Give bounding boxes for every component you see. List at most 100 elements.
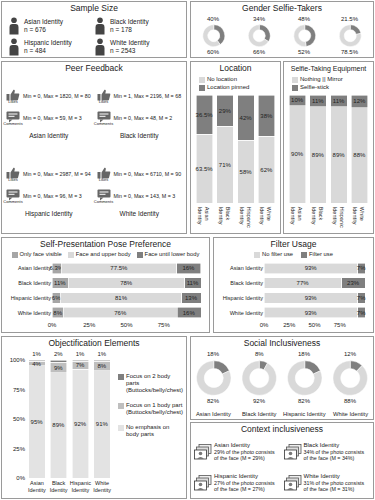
svg-text:23%: 23% [347,280,360,286]
svg-text:11%: 11% [54,280,66,286]
svg-text:10%: 10% [291,97,304,103]
svg-text:8%: 8% [97,363,106,369]
svg-text:BlackIdentity: BlackIdentity [311,207,324,225]
svg-text:89%: 89% [52,422,65,428]
svg-text:21.5%: 21.5% [341,16,359,22]
svg-text:HispanicIdentity: HispanicIdentity [70,480,91,493]
svg-text:25%: 25% [83,322,96,328]
svg-text:0%: 0% [16,475,25,481]
svg-text:1%: 1% [32,351,41,357]
svg-text:78.5%: 78.5% [341,49,359,55]
svg-text:25%: 25% [13,446,26,452]
svg-text:BlackIdentity: BlackIdentity [218,207,231,225]
svg-text:60%: 60% [207,49,220,55]
svg-text:BlackIdentity: BlackIdentity [50,480,68,493]
svg-text:HispanicIdentity: HispanicIdentity [239,207,252,228]
svg-text:2%: 2% [54,351,63,357]
svg-text:Asian Identity: Asian Identity [230,265,263,271]
svg-text:34%: 34% [253,16,266,22]
svg-text:18%: 18% [298,351,311,357]
svg-text:92%: 92% [74,421,87,427]
svg-text:91%: 91% [96,421,109,427]
svg-text:82%: 82% [298,398,311,404]
svg-text:75%: 75% [158,322,171,328]
svg-text:89%: 89% [312,152,325,158]
svg-text:HispanicIdentity: HispanicIdentity [332,207,345,228]
svg-text:48%: 48% [298,16,311,22]
svg-text:White Identity: White Identity [18,310,52,316]
svg-text:0%: 0% [260,322,269,328]
svg-text:93%: 93% [305,310,318,316]
svg-text:50%: 50% [120,322,133,328]
svg-text:50%: 50% [13,416,26,422]
svg-text:Black Identity: Black Identity [18,280,51,286]
svg-text:9%: 9% [54,365,63,371]
svg-text:4%: 4% [32,361,41,367]
svg-text:7%: 7% [76,362,85,368]
svg-text:66%: 66% [253,49,266,55]
svg-text:1%: 1% [97,351,106,357]
svg-text:AsianIdentity: AsianIdentity [197,207,210,225]
svg-text:50%: 50% [308,322,321,328]
svg-text:42%: 42% [240,115,253,121]
svg-text:71%: 71% [219,162,232,168]
svg-text:25%: 25% [283,322,296,328]
svg-text:12%: 12% [353,98,366,104]
svg-text:AsianIdentity: AsianIdentity [28,480,46,493]
svg-text:92%: 92% [253,398,266,404]
svg-text:Black Identity: Black Identity [242,411,277,417]
svg-text:100%: 100% [10,357,26,363]
svg-text:58%: 58% [240,169,253,175]
svg-text:78%: 78% [120,280,133,286]
svg-text:88%: 88% [353,152,366,158]
svg-text:7%: 7% [357,265,366,271]
svg-text:6%: 6% [52,295,61,301]
svg-text:62%: 62% [260,167,273,173]
svg-text:16%: 16% [183,310,196,316]
svg-text:11%: 11% [187,280,199,286]
svg-text:93%: 93% [305,295,318,301]
svg-text:13%: 13% [185,295,198,301]
svg-text:WhiteIdentity: WhiteIdentity [93,480,111,493]
svg-text:8%: 8% [53,310,62,316]
svg-text:63.5%: 63.5% [196,166,214,172]
svg-text:WhiteIdentity: WhiteIdentity [259,207,272,225]
svg-text:Black Identity: Black Identity [230,280,263,286]
svg-text:75%: 75% [334,322,347,328]
svg-text:AsianIdentity: AsianIdentity [290,207,303,225]
svg-text:77.5%: 77.5% [110,265,128,271]
svg-text:88%: 88% [344,398,357,404]
svg-text:7%: 7% [357,295,366,301]
svg-text:White Identity: White Identity [230,310,264,316]
svg-text:Hispanic Identity: Hispanic Identity [283,411,326,417]
svg-text:18%: 18% [207,351,220,357]
svg-text:White Identity: White Identity [333,411,368,417]
svg-text:40%: 40% [207,16,220,22]
svg-text:36.5%: 36.5% [196,112,214,118]
svg-text:Asian Identity: Asian Identity [18,265,51,271]
svg-text:38%: 38% [260,113,273,119]
svg-text:11%: 11% [333,98,345,104]
svg-text:11%: 11% [312,98,324,104]
svg-text:52%: 52% [298,49,311,55]
svg-text:77%: 77% [297,280,310,286]
svg-text:29%: 29% [219,108,232,114]
svg-text:WhiteIdentity: WhiteIdentity [352,207,365,225]
svg-text:93%: 93% [305,265,318,271]
svg-text:81%: 81% [115,295,128,301]
svg-text:12%: 12% [344,351,357,357]
svg-text:Asian Identity: Asian Identity [196,411,231,417]
svg-text:1%: 1% [76,351,85,357]
svg-text:76%: 76% [114,310,127,316]
svg-text:90%: 90% [291,151,304,157]
svg-text:7%: 7% [357,310,366,316]
svg-text:16%: 16% [182,265,195,271]
svg-text:75%: 75% [13,387,26,393]
svg-text:0%: 0% [48,322,57,328]
svg-text:82%: 82% [207,398,220,404]
svg-text:8%: 8% [255,351,264,357]
svg-text:Hispanic Identity: Hispanic Identity [223,295,264,301]
svg-text:6.3%: 6.3% [50,265,64,271]
svg-text:89%: 89% [333,152,346,158]
svg-text:95%: 95% [31,419,44,425]
